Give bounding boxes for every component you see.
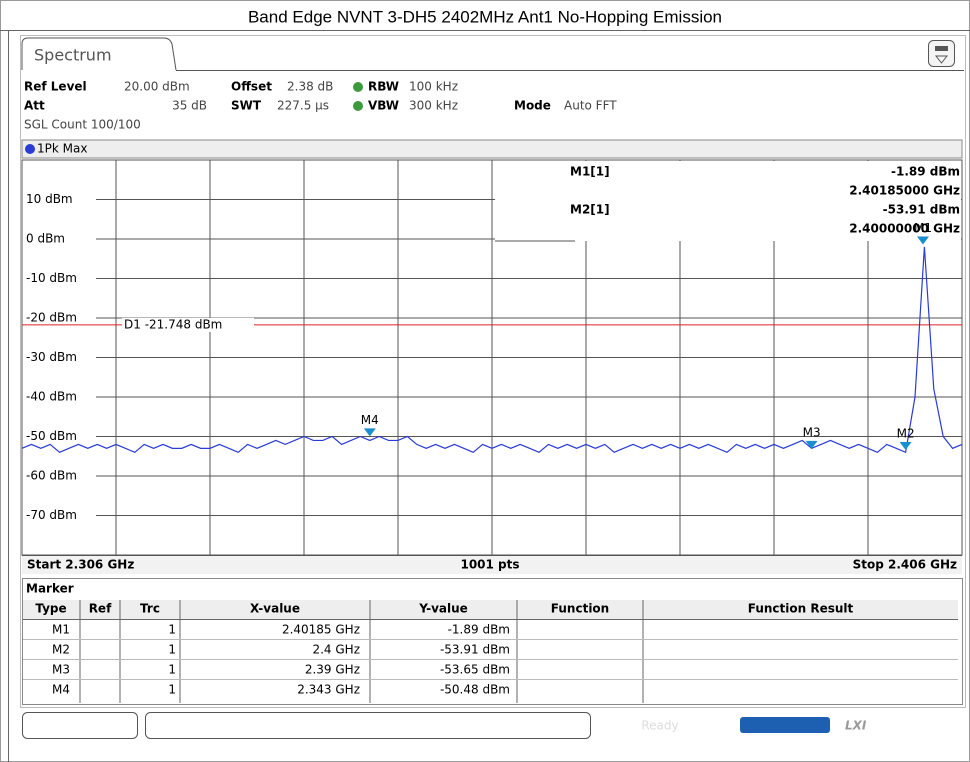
- tick-label-bg: [23, 507, 96, 524]
- column-header: Y-value: [418, 602, 468, 616]
- footer-bar: [22, 556, 962, 574]
- table-cell: -1.89 dBm: [448, 623, 510, 637]
- menu-icon-arrow: [934, 55, 949, 64]
- table-cell: M1: [52, 623, 70, 637]
- setting-value: 35 dB: [172, 99, 207, 113]
- setting-value: 20.00 dBm: [124, 80, 190, 94]
- column-header: Function Result: [748, 602, 854, 616]
- tick-label-bg: [23, 270, 96, 287]
- readout-level: -1.89 dBm: [891, 165, 960, 179]
- trace-dot: [25, 144, 35, 154]
- column-header: Function: [551, 602, 609, 616]
- table-cell: -50.48 dBm: [440, 683, 510, 697]
- status-dot: [353, 82, 363, 92]
- readout-name: M2[1]: [570, 203, 610, 217]
- lxi-logo: LXI: [845, 719, 867, 733]
- status-box: [145, 712, 591, 739]
- setting-value: 227.5 µs: [277, 99, 329, 113]
- points-label: 1001 pts: [460, 558, 519, 572]
- setting-label: Offset: [231, 80, 272, 94]
- readout-freq: 2.40000000 GHz: [849, 222, 960, 236]
- setting-value: 100 kHz: [409, 80, 458, 94]
- y-tick-label: -60 dBm: [26, 469, 77, 483]
- table-cell: 2.39 GHz: [305, 663, 360, 677]
- table-cell: M3: [52, 663, 70, 677]
- readout-box: [495, 161, 961, 241]
- status-box: [22, 712, 138, 739]
- setting-value: 300 kHz: [409, 99, 458, 113]
- table-cell: 1: [168, 643, 176, 657]
- table-cell: 1: [168, 623, 176, 637]
- sweep-count: SGL Count 100/100: [24, 118, 141, 132]
- marker: [363, 428, 376, 437]
- menu-icon-bar: [935, 46, 948, 51]
- y-tick-label: -10 dBm: [26, 271, 77, 285]
- setting-label: VBW: [368, 99, 399, 113]
- table-header-bg: [23, 600, 958, 619]
- y-tick-label: -40 dBm: [26, 390, 77, 404]
- display-line-label: D1 -21.748 dBm: [124, 317, 222, 331]
- trace-bar: [21, 139, 963, 159]
- setting-label: Att: [24, 99, 45, 113]
- table-cell: M2: [52, 643, 70, 657]
- start-label: Start 2.306 GHz: [27, 558, 134, 572]
- column-header: Trc: [140, 602, 160, 616]
- setting-label: Ref Level: [24, 80, 87, 94]
- table-cell: M4: [52, 683, 70, 697]
- spectrum-tab[interactable]: [21, 37, 177, 71]
- progress-bar: [740, 717, 830, 733]
- status-dot: [353, 101, 363, 111]
- tick-label-bg: [23, 428, 96, 445]
- y-tick-label: 0 dBm: [26, 232, 65, 246]
- marker-table: Marker Type Ref Trc X-value Y-value Function F…: [22, 578, 963, 705]
- y-tick-label: -30 dBm: [26, 350, 77, 364]
- page-title: Band Edge NVNT 3-DH5 2402MHz Ant1 No-Hop…: [248, 7, 722, 26]
- table-title: Marker: [26, 582, 74, 596]
- marker-label: M3: [803, 425, 821, 439]
- setting-value: 2.38 dB: [287, 80, 333, 94]
- marker-label: M1: [914, 221, 932, 235]
- setting-value: Auto FFT: [564, 99, 617, 113]
- ready-label: Ready: [641, 719, 678, 733]
- column-header: X-value: [250, 602, 300, 616]
- y-tick-label: -70 dBm: [26, 508, 77, 522]
- readout-level: -53.91 dBm: [883, 203, 960, 217]
- tick-label-bg: [23, 349, 96, 366]
- y-tick-label: -50 dBm: [26, 429, 77, 443]
- table-cell: 1: [168, 683, 176, 697]
- plot-area: 10 dBm 0 dBm -10 dBm -20 dBm -30 dBm -40 dBm -…: [21, 159, 963, 556]
- column-header: Type: [35, 602, 66, 616]
- tick-label-bg: [23, 231, 96, 247]
- readout-name: M1[1]: [570, 165, 610, 179]
- table-cell: 1: [168, 663, 176, 677]
- display-label-bg: [122, 317, 254, 332]
- setting-label: RBW: [368, 80, 399, 94]
- y-tick-label: -20 dBm: [26, 311, 77, 325]
- tick-label-bg: [23, 468, 96, 484]
- marker-label: M2: [897, 426, 915, 440]
- trace: [21, 246, 963, 454]
- column-header: Ref: [89, 602, 112, 616]
- marker-label: M4: [361, 413, 379, 427]
- tick-label-bg: [23, 310, 96, 326]
- marker: [899, 441, 912, 450]
- marker: [916, 236, 929, 245]
- table-cell: -53.91 dBm: [440, 643, 510, 657]
- trace-label: 1Pk Max: [37, 142, 87, 156]
- table-cell: -53.65 dBm: [440, 663, 510, 677]
- setting-label: Mode: [514, 99, 551, 113]
- tick-label-bg: [23, 389, 96, 405]
- stop-label: Stop 2.406 GHz: [853, 558, 957, 572]
- table-frame: [22, 578, 963, 705]
- tab-label: Spectrum: [34, 46, 112, 65]
- table-cell: 2.40185 GHz: [282, 623, 360, 637]
- table-cell: 2.343 GHz: [297, 683, 360, 697]
- y-tick-label: 10 dBm: [26, 192, 73, 206]
- table-cell: 2.4 GHz: [312, 643, 360, 657]
- marker: [805, 440, 818, 449]
- readout-freq: 2.40185000 GHz: [849, 184, 960, 198]
- tick-label-bg: [23, 191, 96, 208]
- setting-label: SWT: [231, 99, 262, 113]
